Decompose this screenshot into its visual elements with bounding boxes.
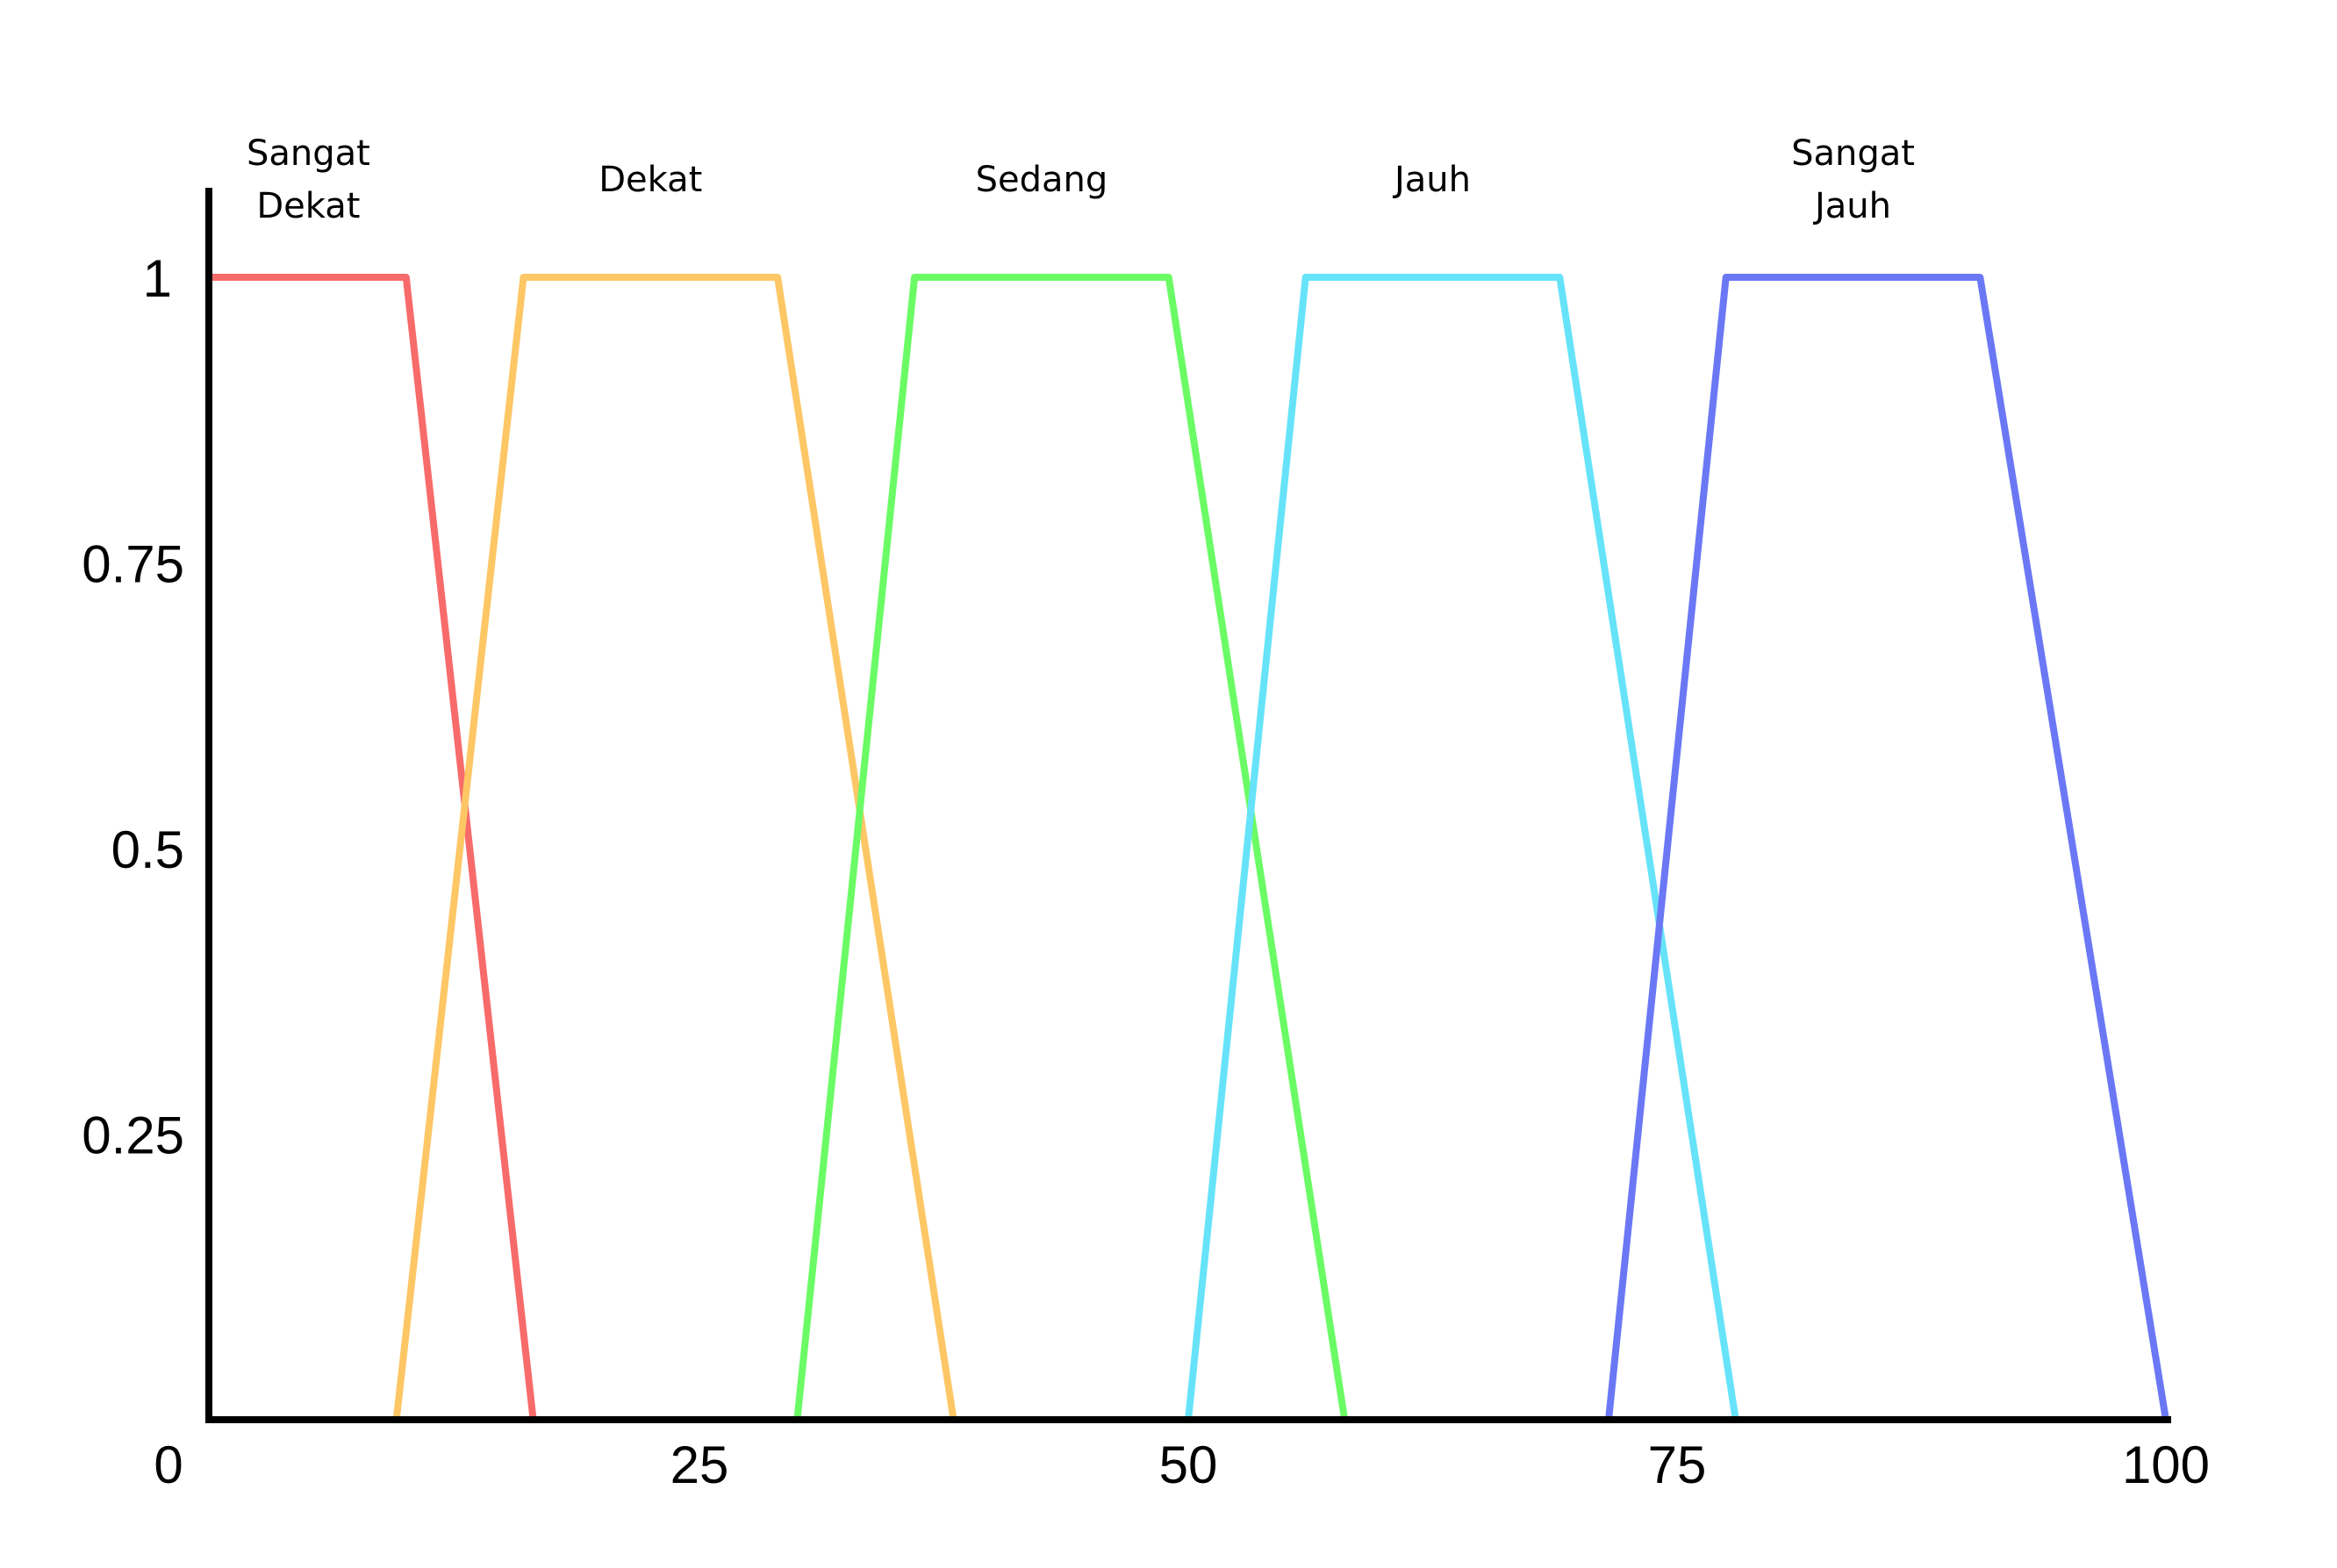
- series-line-2: [392, 274, 957, 1423]
- series-label-1-line-1: Sangat: [247, 133, 370, 174]
- y-tick-label-0.5: 0.5: [111, 820, 184, 879]
- series-line-1: [207, 274, 537, 1423]
- x-tick-label-25: 25: [670, 1436, 729, 1494]
- x-tick-label-50: 50: [1159, 1436, 1218, 1494]
- tick-label-layer: 0 25 50 75 100 0.25 0.5 0.75 1: [82, 249, 2210, 1494]
- x-tick-label-100: 100: [2122, 1436, 2210, 1494]
- series-label-2-line-1: Dekat: [599, 160, 702, 200]
- series-line-5: [1605, 274, 2169, 1423]
- series-label-5-line-1: Sangat: [1791, 133, 1915, 174]
- series-label-4-line-1: Jauh: [1392, 160, 1471, 200]
- x-tick-label-0: 0: [154, 1436, 183, 1494]
- series-line-4: [1185, 274, 1739, 1423]
- series-label-3-line-1: Sedang: [976, 160, 1108, 200]
- series-layer: [207, 274, 2169, 1423]
- y-tick-label-0.25: 0.25: [82, 1106, 184, 1165]
- axes-layer: [205, 188, 2171, 1423]
- series-line-3: [793, 274, 1349, 1423]
- x-tick-label-75: 75: [1648, 1436, 1707, 1494]
- y-tick-label-1: 1: [143, 249, 172, 308]
- series-label-layer: Sangat Dekat Dekat Sedang Jauh Sangat Jauh: [247, 133, 1915, 226]
- series-label-1-line-2: Dekat: [256, 186, 360, 226]
- series-label-5-line-2: Jauh: [1812, 186, 1891, 226]
- y-tick-label-0.75: 0.75: [82, 535, 184, 594]
